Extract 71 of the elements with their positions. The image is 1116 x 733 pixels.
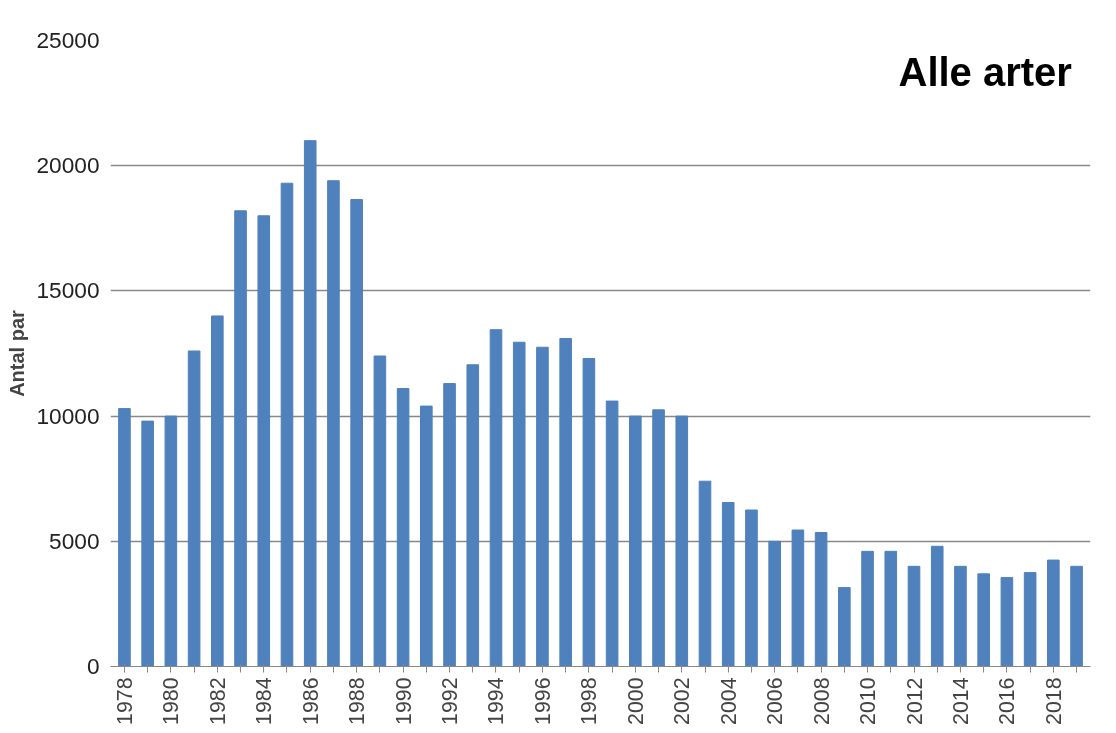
bar: [768, 540, 781, 667]
bar: [1047, 559, 1060, 667]
bar: [907, 565, 921, 667]
bar: [327, 180, 340, 667]
x-tick-label: 1984: [252, 677, 277, 725]
bar: [443, 383, 456, 667]
x-tick-label: 2002: [670, 677, 695, 725]
bar: [675, 415, 689, 667]
x-tick-label: 1980: [159, 677, 184, 725]
chart-title: Alle arter: [898, 49, 1072, 94]
x-tick-label: 1994: [484, 677, 509, 725]
y-tick-label: 10000: [36, 402, 100, 429]
bar: [629, 415, 642, 667]
bar: [489, 329, 503, 667]
bar: [187, 350, 201, 667]
bar: [721, 501, 735, 667]
bar: [350, 199, 363, 667]
x-tick-label: 2004: [716, 677, 741, 725]
x-tick-label: 1988: [345, 677, 370, 725]
x-tick-label: 1992: [438, 677, 463, 725]
bar: [420, 405, 433, 667]
bar: [303, 140, 317, 667]
bar: [559, 337, 572, 667]
bar: [118, 408, 131, 667]
x-tick-label: 2018: [1041, 677, 1066, 725]
x-tick-label: 2000: [623, 677, 648, 725]
y-tick-label: 15000: [36, 277, 100, 304]
bar: [791, 529, 805, 667]
bar: [930, 545, 944, 667]
x-tick-label: 1978: [112, 677, 137, 725]
bar: [698, 480, 712, 667]
x-tick-label: 2008: [809, 677, 834, 725]
y-axis-title: Antal par: [6, 309, 29, 397]
bar: [838, 587, 851, 667]
x-tick-label: 1998: [577, 677, 602, 725]
x-tick-label: 2016: [995, 677, 1020, 725]
x-tick-label: 1996: [530, 677, 555, 725]
y-tick-label: 0: [86, 653, 100, 679]
bar: [884, 550, 898, 667]
bar: [1070, 565, 1083, 667]
y-tick-label: 5000: [49, 527, 100, 554]
bar: [280, 182, 294, 667]
x-tick-label: 2006: [763, 677, 788, 725]
bar: [466, 364, 480, 667]
bar: [605, 400, 619, 667]
bar: [373, 355, 387, 667]
x-tick-label: 1986: [298, 677, 323, 725]
bar: [396, 388, 410, 667]
x-tick-label: 2012: [902, 677, 927, 725]
bar: [211, 315, 224, 667]
y-tick-label: 20000: [36, 152, 100, 179]
bar: [536, 346, 549, 667]
bar: [234, 210, 247, 667]
bar: [861, 550, 874, 667]
bar: [1023, 572, 1037, 667]
bar: [745, 509, 758, 667]
bar: [257, 215, 271, 667]
x-tick-label: 2014: [948, 677, 973, 725]
y-tick-label: 25000: [36, 27, 100, 53]
x-tick-label: 1990: [391, 677, 416, 725]
x-tick-label: 1982: [205, 677, 230, 725]
bar: [814, 532, 828, 667]
bar: [954, 565, 967, 667]
bar: [141, 420, 154, 667]
bar: [512, 341, 526, 667]
bar: [652, 409, 665, 667]
x-tick-label: 2010: [856, 677, 881, 725]
bar: [977, 573, 990, 667]
bar: [582, 358, 596, 667]
bar: [164, 415, 178, 667]
bar: [1000, 577, 1014, 667]
